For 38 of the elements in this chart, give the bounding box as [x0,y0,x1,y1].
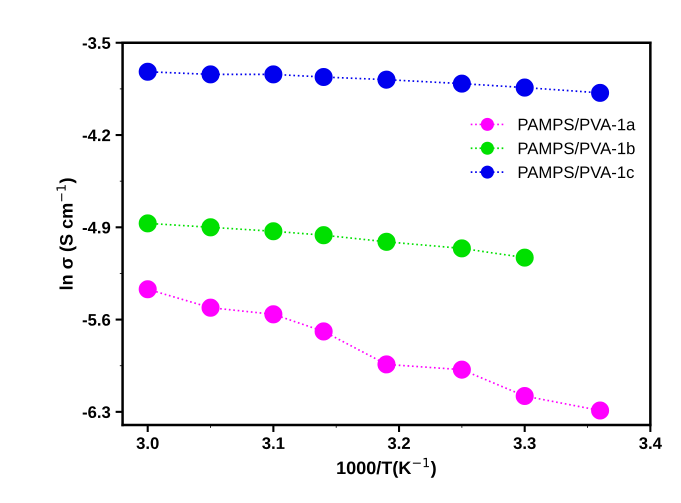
x-axis-title: 1000/T(K$^{−1}$) [337,458,436,478]
y-tick-label: -4.9 [82,222,110,234]
point [202,65,220,84]
point [377,70,396,89]
point [314,68,333,86]
point [516,78,534,97]
x-tick-label: 3.3 [513,437,536,450]
point [314,226,333,244]
point [591,84,610,102]
point [138,280,157,298]
y-tick-label: -3.5 [82,37,110,49]
x-tick-label: 3.1 [262,437,284,450]
point [452,74,471,93]
point [377,232,396,251]
point [138,214,157,232]
point [314,322,333,340]
point [516,387,534,406]
point [377,355,396,374]
point [138,62,157,81]
x-tick-label: 3.0 [136,437,159,450]
point [264,222,282,240]
point [202,218,220,236]
legend-label: PAMPS/PVA-1b [518,142,635,154]
point [516,248,534,267]
point [452,239,471,258]
x-tick-label: 3.4 [639,437,662,450]
y-tick-label: -4.2 [82,129,110,142]
y-tick-label: -5.6 [82,314,110,326]
point [264,65,282,84]
point [452,360,471,379]
y-tick-label: -6.3 [82,406,110,418]
point [202,298,220,317]
legend-label: PAMPS/PVA-1a [518,118,636,130]
point [591,402,610,420]
point [264,305,282,324]
legend-label: PAMPS/PVA-1c [518,166,634,178]
x-tick-label: 3.2 [388,437,410,450]
y-axis-title: ln σ (S cm$^{−1}$) [56,178,76,290]
